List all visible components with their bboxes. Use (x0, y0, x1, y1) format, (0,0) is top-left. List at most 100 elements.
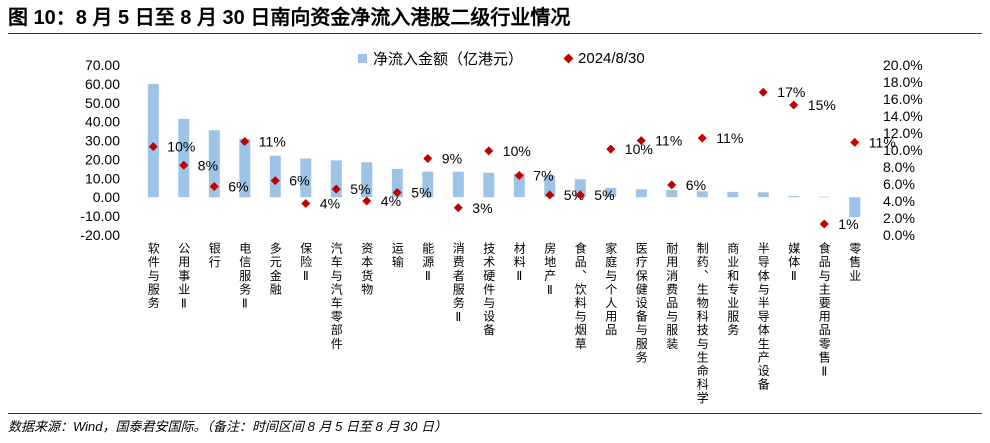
left-axis-tick-label: 40.00 (85, 114, 120, 130)
right-axis: 20.0%18.0%16.0%14.0%12.0%10.0%8.0%6.0%4.… (883, 57, 923, 243)
date-ratio-data-label: 10% (625, 141, 653, 157)
left-axis-tick-label: 50.00 (85, 95, 120, 111)
date-ratio-data-label: 5% (411, 185, 431, 201)
date-ratio-data-label: 11% (716, 130, 743, 146)
chart-title: 图 10：8 月 5 日至 8 月 30 日南向资金净流入港股二级行业情况 (8, 7, 571, 29)
category-label: 电信服务Ⅱ (237, 242, 252, 312)
category-label: 零售业 (847, 242, 862, 283)
category-label: 医疗保健设备与服务 (634, 242, 649, 365)
date-ratio-data-label: 10% (167, 139, 195, 155)
category-label: 资本货物 (359, 242, 374, 297)
date-ratio-diamond-marker (575, 190, 585, 200)
date-ratio-diamond-marker (819, 219, 829, 229)
date-ratio-diamond-marker (636, 136, 646, 146)
bar-swatch-icon (358, 53, 367, 63)
legend-label-net-inflow: 净流入金额（亿港元） (373, 50, 524, 68)
date-ratio-diamond-marker (392, 188, 402, 197)
net-inflow-bar (147, 83, 159, 198)
net-inflow-bar (361, 162, 373, 198)
date-ratio-data-label: 5% (350, 181, 370, 197)
date-ratio-data-label: 7% (533, 168, 553, 184)
category-label: 运输 (390, 242, 405, 270)
date-ratio-diamond-marker (331, 184, 341, 194)
right-axis-tick-label: 12.0% (883, 125, 923, 141)
right-axis-tick-label: 2.0% (883, 210, 915, 226)
date-ratio-data-label: 17% (777, 84, 805, 100)
left-axis-tick-label: 10.00 (85, 170, 120, 186)
date-ratio-data-label: 1% (838, 216, 858, 232)
left-axis-tick-label: 20.00 (85, 151, 120, 167)
date-ratio-data-label: 9% (442, 151, 462, 167)
net-inflow-bar (391, 168, 403, 198)
date-ratio-data-label: 15% (808, 97, 836, 113)
net-inflow-bar (666, 190, 678, 198)
category-label: 半导体与半导体生产设备 (756, 242, 771, 392)
left-axis-tick-label: 70.00 (85, 57, 120, 73)
date-ratio-diamond-marker (270, 176, 280, 186)
date-ratio-diamond-marker (545, 190, 555, 200)
date-ratio-data-label: 4% (381, 193, 401, 209)
date-ratio-series: 10%8%6%11%6%4%5%4%5%9%3%10%7%5% 5%10%11%6… (148, 84, 896, 232)
right-axis-tick-label: 18.0% (883, 74, 923, 90)
right-axis-tick-label: 20.0% (883, 57, 923, 73)
left-axis-tick-label: -10.00 (80, 208, 120, 224)
date-ratio-data-label: 6% (289, 173, 309, 189)
net-inflow-bar (757, 192, 769, 198)
date-ratio-diamond-marker (179, 160, 189, 170)
net-inflow-bar (605, 187, 617, 198)
category-label: 食品、饮料与烟草 (573, 242, 588, 351)
category-label: 保险Ⅱ (298, 242, 313, 285)
date-ratio-diamond-marker (453, 203, 463, 213)
date-ratio-data-label: 5% (594, 187, 614, 203)
net-inflow-bar (849, 197, 861, 217)
date-ratio-diamond-marker (758, 87, 768, 97)
date-ratio-data-label: 11% (655, 133, 682, 149)
date-ratio-diamond-marker (240, 137, 250, 146)
category-label: 制药、生物科技与生命科学 (695, 242, 710, 406)
date-ratio-diamond-marker (484, 146, 494, 156)
net-inflow-bar (696, 191, 708, 198)
net-inflow-bar (178, 118, 190, 198)
date-ratio-diamond-marker (209, 182, 219, 192)
category-label: 公用事业Ⅱ (176, 242, 191, 312)
net-inflow-bar (483, 172, 495, 198)
date-ratio-diamond-marker (789, 100, 799, 110)
right-axis-tick-label: 14.0% (883, 108, 923, 124)
category-label: 技术硬件与设备 (481, 242, 496, 338)
date-ratio-diamond-marker (850, 137, 860, 147)
category-label: 材料Ⅱ (512, 242, 527, 285)
category-label: 消费者服务Ⅱ (451, 242, 466, 326)
net-inflow-bar (544, 175, 556, 198)
right-axis-tick-label: 8.0% (883, 159, 915, 175)
net-inflow-bar (300, 158, 312, 198)
date-ratio-data-label: 5% (564, 187, 584, 203)
date-ratio-data-label: 6% (686, 177, 706, 193)
date-ratio-diamond-marker (697, 133, 707, 143)
date-ratio-diamond-marker (606, 144, 616, 154)
title-divider (8, 33, 982, 34)
net-inflow-bar (239, 138, 251, 198)
category-label: 耐用消费品与服装 (664, 242, 679, 351)
source-note: 数据来源：Wind，国泰君安国际。（备注：时间区间 8 月 5 日至 8 月 3… (8, 419, 448, 434)
date-ratio-data-label: 6% (228, 179, 248, 195)
left-axis-tick-label: 60.00 (85, 76, 120, 92)
net-inflow-bar (422, 171, 434, 198)
net-inflow-bar (788, 196, 800, 198)
left-axis-tick-label: 30.00 (85, 133, 120, 149)
category-label: 银行 (207, 242, 222, 270)
left-axis-tick-label: -20.00 (80, 227, 120, 243)
date-ratio-diamond-marker (148, 142, 158, 152)
net-inflow-bar (818, 196, 830, 198)
category-label: 食品与主要用品零售Ⅱ (817, 242, 832, 380)
legend: 净流入金额（亿港元） 2024/8/30 (358, 48, 645, 68)
net-inflow-bar (452, 171, 464, 198)
left-axis-tick-label: 0.00 (93, 189, 120, 205)
category-label: 房地产Ⅱ (542, 242, 557, 299)
category-label: 汽车与汽车零部件 (329, 242, 344, 351)
right-axis-tick-label: 0.0% (883, 227, 915, 243)
net-inflow-bar (208, 130, 220, 198)
footer-divider (8, 413, 982, 414)
